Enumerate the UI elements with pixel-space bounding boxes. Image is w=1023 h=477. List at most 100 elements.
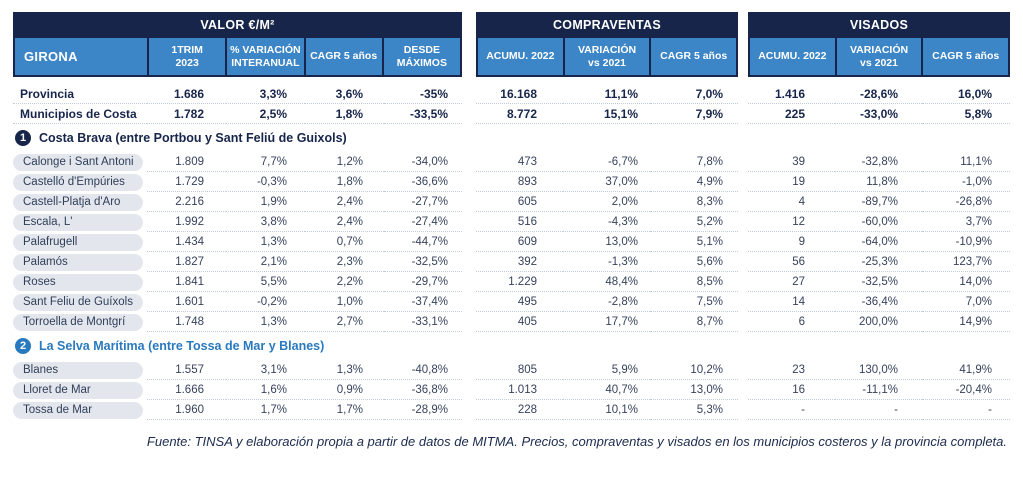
visados-cell: -26,8% — [922, 192, 1010, 212]
visados-cell: 41,9% — [922, 360, 1010, 380]
valor-cell: 1.686 — [147, 84, 226, 104]
visados-cell: 19 — [748, 172, 835, 192]
compraventas-cell: 8,3% — [650, 192, 738, 212]
visados-cell: -10,9% — [922, 232, 1010, 252]
compraventas-cell: 405 — [476, 312, 563, 332]
row-label-pill: Blanes — [13, 361, 143, 379]
section-title: Costa Brava (entre Portbou y Sant Feliú … — [39, 131, 347, 145]
compraventas-cell: 16.168 — [476, 84, 563, 104]
valor-cell: 1.782 — [147, 104, 226, 124]
valor-cell: 1,8% — [305, 104, 384, 124]
table-header: VALOR €/M² GIRONA 1TRIM 2023 % VARIACIÓN… — [13, 12, 1010, 77]
valor-cell: 1.601 — [147, 292, 226, 312]
column-header-acumu-2022-visados: ACUMU. 2022 — [758, 50, 827, 63]
valor-cell: 1,7% — [305, 400, 384, 420]
column-header-cagr-compraventas: CAGR 5 años — [649, 38, 736, 75]
visados-cell: 5,8% — [922, 104, 1010, 124]
column-header-1trim-2023: 1TRIM 2023 — [147, 38, 225, 75]
row-label-pill: Castell-Platja d'Aro — [13, 193, 143, 211]
valor-cell: 2,4% — [305, 192, 384, 212]
table-row: Blanes 1.557 3,1% 1,3% -40,8% 805 5,9% 10,2% 23 1… — [13, 360, 1010, 380]
valor-cell: 1,7% — [226, 400, 305, 420]
compraventas-cell: 893 — [476, 172, 563, 192]
row-label-pill: Tossa de Mar — [13, 401, 143, 419]
visados-cell: 14,0% — [922, 272, 1010, 292]
column-header-variacion-vs-2021-compraventas: VARIACIÓN vs 2021 — [562, 38, 650, 75]
table-row: Palamós 1.827 2,1% 2,3% -32,5% 392 -1,3% 5,6% 56… — [13, 252, 1010, 272]
group-compraventas: COMPRAVENTAS ACUMU. 2022 VARIACIÓN vs 20… — [476, 12, 738, 77]
compraventas-cell: 7,9% — [650, 104, 738, 124]
valor-cell: 1,0% — [305, 292, 384, 312]
section-number-badge: 1 — [15, 130, 31, 146]
visados-cell: - — [922, 400, 1010, 420]
row-label-cell: Provincia — [13, 84, 147, 104]
valor-cell: 2,1% — [226, 252, 305, 272]
row-label-cell: Tossa de Mar — [13, 400, 147, 420]
visados-cell: 23 — [748, 360, 835, 380]
valor-cell: -40,8% — [384, 360, 462, 380]
group-valor: VALOR €/M² GIRONA 1TRIM 2023 % VARIACIÓN… — [13, 12, 462, 77]
table-row: Escala, L' 1.992 3,8% 2,4% -27,4% 516 -4,3% 5,2… — [13, 212, 1010, 232]
visados-cell: -89,7% — [835, 192, 922, 212]
column-header-desde-maximos: DESDE MÁXIMOS — [381, 38, 460, 75]
table-row: Calonge i Sant Antoni 1.809 7,7% 1,2% -34,0%… — [13, 152, 1010, 172]
visados-cell: 16,0% — [922, 84, 1010, 104]
visados-cell: -11,1% — [835, 380, 922, 400]
column-header-cagr-visados: CAGR 5 años — [921, 38, 1008, 75]
group-gap — [738, 84, 748, 104]
compraventas-cell: 15,1% — [563, 104, 650, 124]
compraventas-cell: 805 — [476, 360, 563, 380]
visados-cell: -32,5% — [835, 272, 922, 292]
valor-cell: 1.841 — [147, 272, 226, 292]
compraventas-cell: 17,7% — [563, 312, 650, 332]
valor-cell: 1.434 — [147, 232, 226, 252]
column-header-acumu-2022-compraventas: ACUMU. 2022 — [486, 50, 555, 63]
valor-cell: -33,5% — [384, 104, 462, 124]
source-note: Fuente: TINSA y elaboración propia a par… — [146, 434, 1007, 449]
group-gap — [462, 212, 476, 232]
valor-cell: 1.960 — [147, 400, 226, 420]
group-gap — [738, 104, 748, 124]
compraventas-cell: 473 — [476, 152, 563, 172]
valor-cell: -28,9% — [384, 400, 462, 420]
region-label: GIRONA — [24, 48, 78, 64]
compraventas-cell: 609 — [476, 232, 563, 252]
valor-cell: 5,5% — [226, 272, 305, 292]
compraventas-cell: 4,9% — [650, 172, 738, 192]
row-label-cell: Roses — [13, 272, 147, 292]
compraventas-cell: -1,3% — [563, 252, 650, 272]
valor-cell: 2,2% — [305, 272, 384, 292]
row-label-cell: Lloret de Mar — [13, 380, 147, 400]
compraventas-cell: 11,1% — [563, 84, 650, 104]
valor-cell: -36,6% — [384, 172, 462, 192]
compraventas-cell: 13,0% — [650, 380, 738, 400]
compraventas-cell: -6,7% — [563, 152, 650, 172]
valor-cell: 1,3% — [305, 360, 384, 380]
group-title-valor: VALOR €/M² — [200, 18, 275, 32]
visados-cell: 16 — [748, 380, 835, 400]
row-label-cell: Calonge i Sant Antoni — [13, 152, 147, 172]
valor-cell: -36,8% — [384, 380, 462, 400]
compraventas-cell: 8.772 — [476, 104, 563, 124]
row-label-pill: Sant Feliu de Guíxols — [13, 293, 143, 311]
table-row: Lloret de Mar 1.666 1,6% 0,9% -36,8% 1.013 40,… — [13, 380, 1010, 400]
group-gap — [462, 272, 476, 292]
valor-cell: -27,7% — [384, 192, 462, 212]
compraventas-cell: 5,3% — [650, 400, 738, 420]
group-visados: VISADOS ACUMU. 2022 VARIACIÓN vs 2021 CA… — [748, 12, 1010, 77]
visados-cell: -28,6% — [835, 84, 922, 104]
group-gap — [738, 380, 748, 400]
row-label-pill: Lloret de Mar — [13, 381, 143, 399]
row-label-cell: Castell-Platja d'Aro — [13, 192, 147, 212]
row-label-cell: Municipios de Costa — [13, 104, 147, 124]
valor-cell: 1.666 — [147, 380, 226, 400]
group-gap — [462, 192, 476, 212]
group-gap — [738, 400, 748, 420]
group-gap — [738, 272, 748, 292]
group-gap — [462, 292, 476, 312]
group-gap — [462, 152, 476, 172]
compraventas-cell: 605 — [476, 192, 563, 212]
valor-cell: -0,3% — [226, 172, 305, 192]
valor-cell: 3,3% — [226, 84, 305, 104]
valor-cell: 2,7% — [305, 312, 384, 332]
